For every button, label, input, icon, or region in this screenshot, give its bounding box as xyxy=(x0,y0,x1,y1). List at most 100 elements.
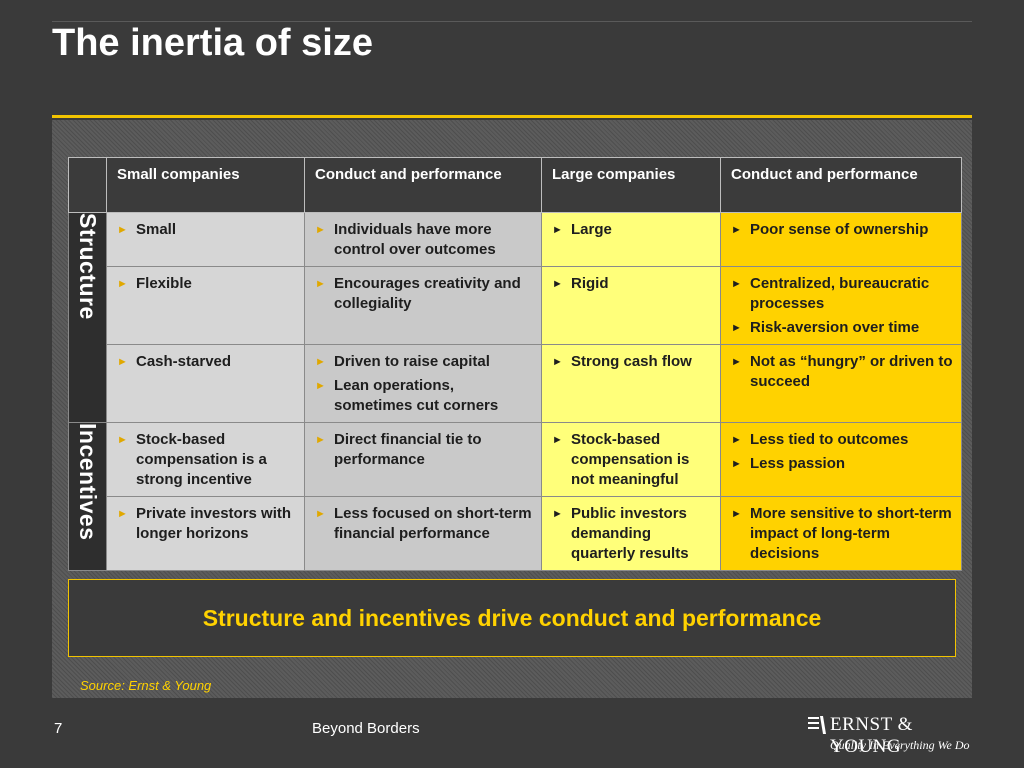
cell-small-conduct: ► Less focused on short-term financial pe… xyxy=(304,496,542,571)
title-underline xyxy=(52,115,972,118)
group-label-text: Structure xyxy=(75,213,101,320)
cell-text: Not as “hungry” or driven to succeed xyxy=(750,353,953,390)
cell-small-conduct: ► Direct financial tie to performance xyxy=(304,422,542,497)
list-item: ► Less focused on short-term financial pe… xyxy=(313,504,535,544)
list-item: ► More sensitive to short-term impact of … xyxy=(729,504,955,564)
header-corner xyxy=(68,157,107,213)
cell-small: ► Private investors with longer horizons xyxy=(106,496,305,571)
cell-small: ► Small xyxy=(106,212,305,267)
cell-large-conduct: ► Poor sense of ownership xyxy=(720,212,962,267)
slide-title: The inertia of size xyxy=(52,22,373,64)
cell-text: Stock-based compensation is a strong inc… xyxy=(136,431,267,488)
cell-large-conduct: ► More sensitive to short-term impact of … xyxy=(720,496,962,571)
cell-text: Lean operations, sometimes cut corners xyxy=(334,377,499,414)
bullet-arrow-icon: ► xyxy=(315,356,326,368)
list-item: ► Rigid xyxy=(550,274,714,294)
key-takeaway-text: Structure and incentives drive conduct a… xyxy=(202,604,822,631)
cell-large: ► Strong cash flow xyxy=(541,344,721,423)
cell-text: More sensitive to short-term impact of l… xyxy=(750,505,952,562)
cell-large-conduct: ► Not as “hungry” or driven to succeed xyxy=(720,344,962,423)
list-item: ► Flexible xyxy=(115,274,298,294)
cell-small-conduct: ► Encourages creativity and collegiality xyxy=(304,266,542,345)
cell-text: Private investors with longer horizons xyxy=(136,505,292,542)
group-label-incentives: Incentives xyxy=(68,422,107,571)
bullet-arrow-icon: ► xyxy=(552,356,563,368)
table-row: Structure ► Small ► Individuals have more … xyxy=(68,212,962,423)
list-item: ► Less tied to outcomes xyxy=(729,430,955,450)
list-item: ► Stock-based compensation is not meaning… xyxy=(550,430,714,490)
footer-title: Beyond Borders xyxy=(312,720,420,737)
bullet-arrow-icon: ► xyxy=(731,434,742,446)
cell-large-conduct: ► Centralized, bureaucratic processes ► Ri… xyxy=(720,266,962,345)
cell-text: Rigid xyxy=(571,275,609,292)
list-item: ► Poor sense of ownership xyxy=(729,220,955,240)
bullet-arrow-icon: ► xyxy=(117,356,128,368)
logo-mark-icon xyxy=(808,716,826,734)
cell-small-conduct: ► Driven to raise capital ► Lean operation… xyxy=(304,344,542,423)
comparison-table: Small companies Conduct and performance … xyxy=(68,157,962,571)
cell-text: Direct financial tie to performance xyxy=(334,431,482,468)
cell-text: Strong cash flow xyxy=(571,353,692,370)
list-item: ► Direct financial tie to performance xyxy=(313,430,535,470)
list-item: ► Less passion xyxy=(729,454,955,474)
table-header-row: Small companies Conduct and performance … xyxy=(68,157,962,213)
page-number: 7 xyxy=(54,720,63,737)
bullet-arrow-icon: ► xyxy=(731,322,742,334)
cell-text: Public investors demanding quarterly res… xyxy=(571,505,689,562)
bullet-arrow-icon: ► xyxy=(552,434,563,446)
top-divider xyxy=(52,21,972,22)
cell-text: Less tied to outcomes xyxy=(750,431,909,448)
list-item: ► Stock-based compensation is a strong in… xyxy=(115,430,298,490)
cell-text: Centralized, bureaucratic processes xyxy=(750,275,930,312)
cell-large: ► Stock-based compensation is not meaning… xyxy=(541,422,721,497)
cell-small: ► Flexible xyxy=(106,266,305,345)
bullet-arrow-icon: ► xyxy=(731,458,742,470)
bullet-arrow-icon: ► xyxy=(117,508,128,520)
bullet-arrow-icon: ► xyxy=(117,224,128,236)
logo-tagline: Quality In Everything We Do xyxy=(830,738,970,752)
list-item: ► Risk-aversion over time xyxy=(729,318,955,338)
cell-large: ► Large xyxy=(541,212,721,267)
table-row: ► Flexible ► Encourages creativity and col… xyxy=(69,266,962,345)
list-item: ► Encourages creativity and collegiality xyxy=(313,274,535,314)
bullet-arrow-icon: ► xyxy=(731,278,742,290)
source-note: Source: Ernst & Young xyxy=(80,678,212,693)
bullet-arrow-icon: ► xyxy=(731,508,742,520)
bullet-arrow-icon: ► xyxy=(315,380,326,392)
list-item: ► Lean operations, sometimes cut corners xyxy=(313,376,535,416)
group-label-text: Incentives xyxy=(75,423,101,541)
cell-text: Large xyxy=(571,221,612,238)
list-item: ► Large xyxy=(550,220,714,240)
key-takeaway-box: Structure and incentives drive conduct a… xyxy=(68,579,956,657)
list-item: ► Small xyxy=(115,220,298,240)
cell-small-conduct: ► Individuals have more control over outc… xyxy=(304,212,542,267)
list-item: ► Not as “hungry” or driven to succeed xyxy=(729,352,955,392)
logo-wordmark: ERNST & YOUNG xyxy=(830,714,913,757)
cell-text: Encourages creativity and collegiality xyxy=(334,275,521,312)
list-item: ► Strong cash flow xyxy=(550,352,714,372)
cell-text: Individuals have more control over outco… xyxy=(334,221,496,258)
bullet-arrow-icon: ► xyxy=(731,224,742,236)
cell-small: ► Stock-based compensation is a strong in… xyxy=(106,422,305,497)
table-row: ► Cash-starved ► Driven to raise capital ►… xyxy=(69,344,962,423)
cell-small: ► Cash-starved xyxy=(106,344,305,423)
cell-text: Stock-based compensation is not meaningf… xyxy=(571,431,690,488)
list-item: ► Public investors demanding quarterly re… xyxy=(550,504,714,564)
header-small-companies: Small companies xyxy=(106,157,305,213)
bullet-arrow-icon: ► xyxy=(117,278,128,290)
bullet-arrow-icon: ► xyxy=(315,434,326,446)
cell-text: Cash-starved xyxy=(136,353,232,370)
cell-text: Risk-aversion over time xyxy=(750,319,920,336)
list-item: ► Individuals have more control over outc… xyxy=(313,220,535,260)
list-item: ► Driven to raise capital xyxy=(313,352,535,372)
cell-text: Small xyxy=(136,221,177,238)
bullet-arrow-icon: ► xyxy=(315,278,326,290)
bullet-arrow-icon: ► xyxy=(117,434,128,446)
cell-text: Less focused on short-term financial per… xyxy=(334,505,532,542)
header-small-conduct: Conduct and performance xyxy=(304,157,542,213)
bullet-arrow-icon: ► xyxy=(731,356,742,368)
bullet-arrow-icon: ► xyxy=(552,224,563,236)
cell-large-conduct: ► Less tied to outcomes ► Less passion xyxy=(720,422,962,497)
cell-large: ► Public investors demanding quarterly re… xyxy=(541,496,721,571)
bullet-arrow-icon: ► xyxy=(552,508,563,520)
